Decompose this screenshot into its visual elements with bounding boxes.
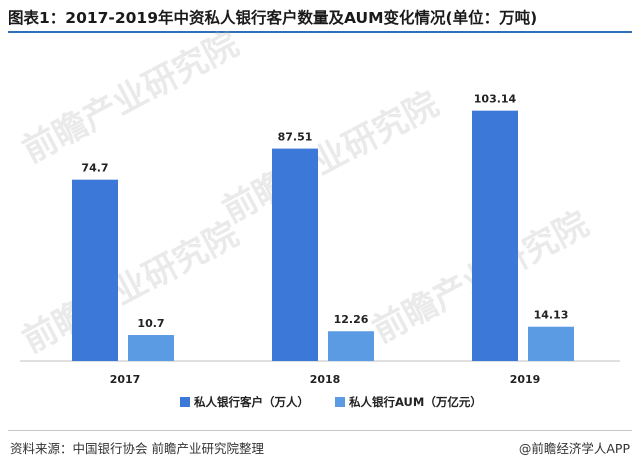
brand-credit: @前瞻经济学人APP xyxy=(518,441,630,456)
bar-customers-2017 xyxy=(72,179,118,361)
chart-title: 图表1：2017-2019年中资私人银行客户数量及AUM变化情况(单位：万吨) xyxy=(8,9,538,27)
bar-chart: 74.7 10.7 2017 87.51 12.26 2018 103.14 14.13 201… xyxy=(20,93,620,409)
source-note: 资料来源：中国银行协会 前瞻产业研究院整理 xyxy=(10,441,264,456)
legend-label: 私人银行AUM（万亿元） xyxy=(349,395,482,409)
legend-label: 私人银行客户（万人） xyxy=(194,395,309,409)
bar-aum-2017 xyxy=(128,335,174,361)
bar-aum-2019 xyxy=(528,326,574,361)
data-label: 10.7 xyxy=(137,317,164,330)
data-label: 12.26 xyxy=(334,313,369,326)
data-label: 74.7 xyxy=(81,162,108,175)
bar-customers-2019 xyxy=(472,110,518,361)
legend-swatch xyxy=(335,397,345,407)
bar-aum-2018 xyxy=(328,331,374,361)
legend-swatch xyxy=(180,397,190,407)
footer-rule xyxy=(8,430,632,431)
title-rule xyxy=(8,31,632,33)
x-tick-label: 2018 xyxy=(310,373,341,386)
x-tick-label: 2019 xyxy=(510,373,541,386)
data-label: 14.13 xyxy=(534,309,569,322)
data-label: 87.51 xyxy=(278,131,313,144)
bar-customers-2018 xyxy=(272,148,318,361)
x-tick-label: 2017 xyxy=(110,373,141,386)
data-label: 103.14 xyxy=(474,93,517,106)
